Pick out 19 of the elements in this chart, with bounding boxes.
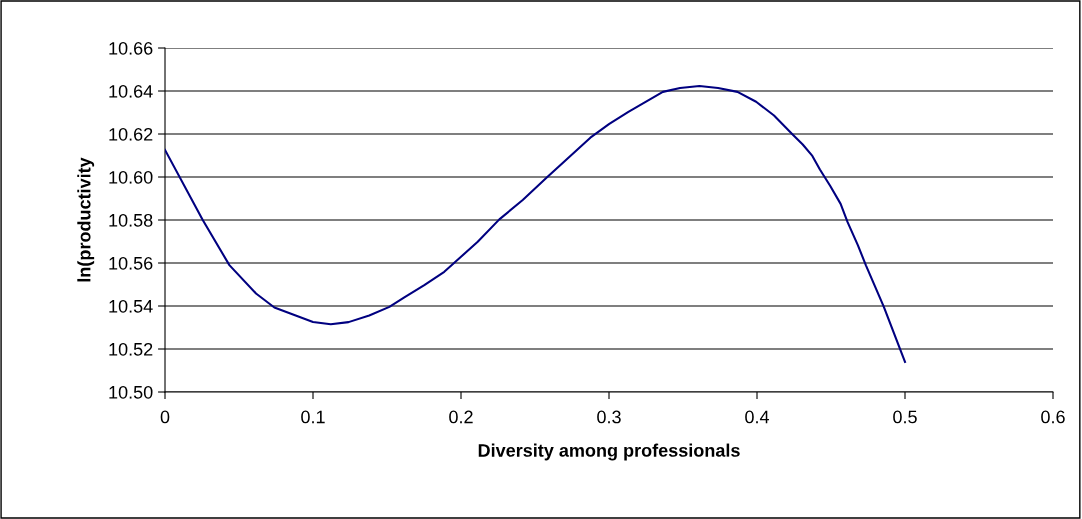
y-tick-label: 10.64 [109, 84, 153, 98]
x-tick-label: 0.6 [1041, 410, 1065, 424]
line-series [165, 85, 907, 363]
x-tick-label: 0.4 [745, 410, 770, 424]
x-tick-label: 0 [160, 410, 170, 424]
x-tick-label: 0.2 [449, 410, 473, 424]
y-tick-label: 10.50 [109, 385, 153, 399]
y-tick-label: 10.60 [109, 170, 153, 184]
x-axis-title: Diversity among professionals [478, 443, 740, 461]
x-tick-label: 0.3 [597, 410, 621, 424]
x-tick-label: 0.5 [893, 410, 917, 424]
y-tick-label: 10.54 [109, 299, 153, 313]
y-tick-label: 10.58 [109, 213, 153, 227]
y-tick-label: 10.52 [109, 342, 153, 356]
y-tick-label: 10.62 [109, 127, 153, 141]
y-tick-label: 10.56 [109, 256, 153, 270]
x-tick-label: 0.1 [301, 410, 325, 424]
y-axis-title: ln(productivity [77, 157, 95, 282]
y-tick-label: 10.66 [109, 41, 153, 55]
